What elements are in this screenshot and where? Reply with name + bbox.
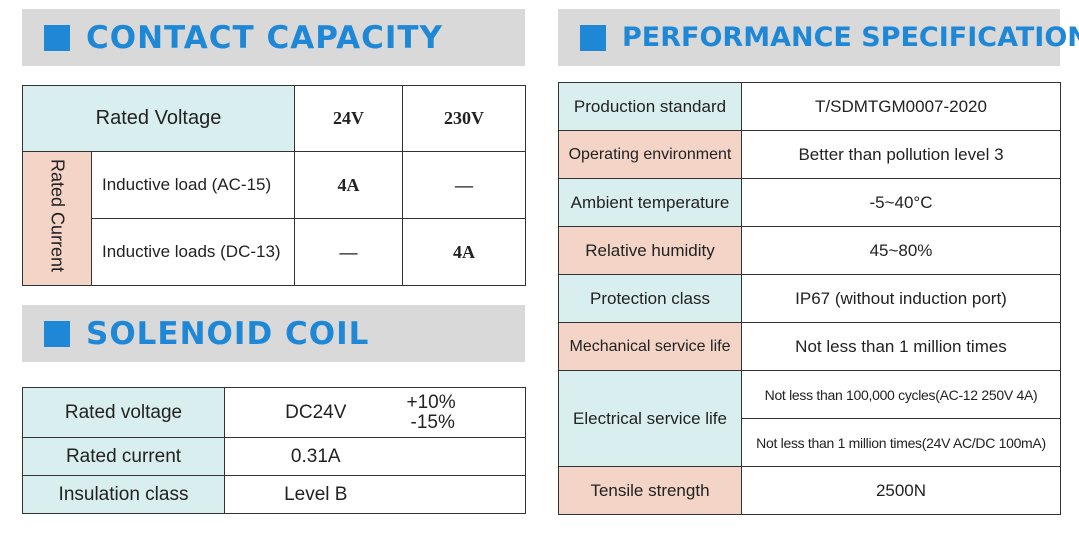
load-type: Inductive load (AC-15) — [91, 151, 295, 219]
table-row: Operating environment Better than pollut… — [558, 130, 1061, 179]
current-value: 4A — [402, 218, 526, 286]
empty-cell — [406, 437, 526, 476]
empty-cell — [406, 475, 526, 514]
current-value: 4A — [294, 151, 403, 219]
spec-label: Relative humidity — [558, 226, 742, 275]
rated-voltage-header: Rated Voltage — [22, 85, 295, 152]
coil-label: Rated current — [22, 437, 225, 476]
table-row: Relative humidity 45~80% — [558, 226, 1061, 275]
spec-label: Protection class — [558, 274, 742, 323]
contact-capacity-banner: CONTACT CAPACITY — [22, 9, 525, 66]
spec-label: Electrical service life — [558, 370, 742, 467]
section-title: PERFORMANCE SPECIFICATIONS — [622, 22, 1079, 53]
table-row: Insulation class Level B — [22, 475, 526, 514]
voltage-230v-header: 230V — [402, 85, 526, 152]
coil-value: 0.31A — [224, 437, 407, 476]
table-row: Mechanical service life Not less than 1 … — [558, 322, 1061, 371]
section-title: SOLENOID COIL — [86, 315, 370, 352]
coil-value: DC24V — [224, 387, 407, 438]
current-value: — — [294, 218, 403, 286]
spec-label: Operating environment — [558, 130, 742, 179]
spec-value: T/SDMTGM0007-2020 — [741, 82, 1061, 131]
tolerance: +10% -15% — [406, 387, 526, 438]
table-row: Tensile strength 2500N — [558, 466, 1061, 515]
spec-value: 2500N — [741, 466, 1061, 515]
table-row: Rated voltage DC24V +10% -15% — [22, 387, 526, 438]
spec-label: Production standard — [558, 82, 742, 131]
contact-capacity-table: Rated Voltage 24V 230V Rated Current Ind… — [22, 85, 526, 286]
solenoid-coil-banner: SOLENOID COIL — [22, 305, 525, 362]
table-row: Electrical service life Not less than 10… — [558, 370, 1061, 467]
coil-label: Rated voltage — [22, 387, 225, 438]
spec-value: Better than pollution level 3 — [741, 130, 1061, 179]
current-value: — — [402, 151, 526, 219]
spec-value: Not less than 100,000 cycles(AC-12 250V … — [741, 370, 1061, 419]
performance-table: Production standard T/SDMTGM0007-2020 Op… — [558, 82, 1061, 515]
spec-label: Mechanical service life — [558, 322, 742, 371]
spec-value: 45~80% — [741, 226, 1061, 275]
square-bullet-icon — [580, 24, 606, 51]
spec-value: Not less than 1 million times(24V AC/DC … — [741, 418, 1061, 467]
spec-value: -5~40°C — [741, 178, 1061, 227]
load-type: Inductive loads (DC-13) — [91, 218, 295, 286]
rated-current-label-cell: Rated Current — [22, 151, 92, 286]
solenoid-coil-table: Rated voltage DC24V +10% -15% Rated curr… — [22, 387, 526, 514]
square-bullet-icon — [44, 24, 70, 51]
spec-label: Ambient temperature — [558, 178, 742, 227]
table-row: Inductive loads (DC-13) — 4A — [23, 218, 526, 286]
tolerance-plus: +10% — [406, 391, 456, 413]
voltage-24v-header: 24V — [294, 85, 403, 152]
tolerance-minus: -15% — [410, 411, 455, 433]
rated-current-label: Rated Current — [47, 159, 68, 273]
table-row: Rated current 0.31A — [22, 437, 526, 476]
coil-label: Insulation class — [22, 475, 225, 514]
table-row: Protection class IP67 (without induction… — [558, 274, 1061, 323]
spec-label: Tensile strength — [558, 466, 742, 515]
table-row: Rated Current Inductive load (AC-15) 4A … — [22, 151, 526, 286]
coil-value: Level B — [224, 475, 407, 514]
table-row: Ambient temperature -5~40°C — [558, 178, 1061, 227]
table-row: Production standard T/SDMTGM0007-2020 — [558, 82, 1061, 131]
performance-banner: PERFORMANCE SPECIFICATIONS — [558, 9, 1079, 66]
square-bullet-icon — [44, 320, 70, 347]
table-row: Not less than 1 million times(24V AC/DC … — [559, 418, 1061, 467]
spec-value: IP67 (without induction port) — [741, 274, 1061, 323]
spec-value: Not less than 1 million times — [741, 322, 1061, 371]
section-title: CONTACT CAPACITY — [86, 19, 443, 56]
